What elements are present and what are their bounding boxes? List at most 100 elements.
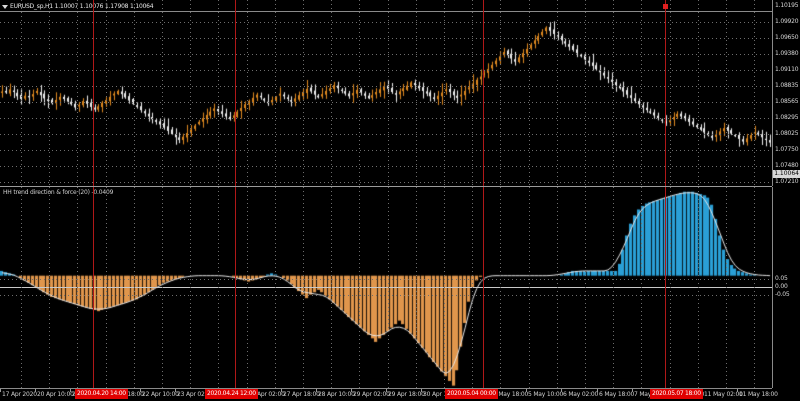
price-axis-label: 1.08835 [775,82,799,89]
indicator-gridline-v [529,187,530,388]
indicator-zero-line [0,287,772,288]
price-chart-pane[interactable]: EURUSD_sp,H1 1.10007 1.10076 1.17908 1.1… [0,0,772,186]
price-gridline-v [190,0,191,186]
price-gridline-v [416,0,417,186]
time-cursor-flag[interactable]: 2020.05.07 18:00 [650,389,703,399]
indicator-pane[interactable]: HH trend direction & force (20) -0.0409 [0,187,772,388]
indicator-gridline-h [0,295,772,296]
price-gridline-h [0,70,772,71]
time-axis-label: 29 Apr 02:00 [353,391,390,398]
indicator-gridline-v [585,187,586,388]
price-axis-label: 1.09380 [775,50,799,57]
indicator-gridline-v [359,187,360,388]
price-gridline-v [641,0,642,186]
vertical-trade-line[interactable] [235,187,236,388]
indicator-gridline-v [162,187,163,388]
price-axis-label: 1.09650 [775,34,799,41]
time-axis-label: 29 Apr 18:00 [388,391,425,398]
time-axis-label: 11 May 18:00 [739,391,778,398]
price-gridline-v [754,0,755,186]
vertical-trade-line[interactable] [93,187,94,388]
price-axis-label: 1.07480 [775,162,799,169]
price-axis-label: 1.07210 [775,178,799,185]
price-gridline-v [49,0,50,186]
price-candlestick-canvas[interactable] [0,0,772,186]
time-axis-label: 4 May 18:00 [493,391,529,398]
time-tick-mark [35,389,36,392]
vertical-trade-line[interactable] [665,0,666,186]
indicator-gridline-v [247,187,248,388]
price-gridline-v [77,0,78,186]
time-tick-mark [561,389,562,392]
price-gridline-h [0,38,772,39]
indicator-gridline-v [670,187,671,388]
indicator-gridline-v [388,187,389,388]
price-gridline-v [529,0,530,186]
vertical-trade-line[interactable] [93,0,94,186]
indicator-gridline-v [416,187,417,388]
indicator-gridline-v [557,187,558,388]
indicator-gridline-h [0,279,772,280]
time-axis-label: 11 May 02:00 [704,391,743,398]
price-gridline-v [557,0,558,186]
price-gridline-v [698,0,699,186]
indicator-gridline-v [641,187,642,388]
indicator-gridline-v [275,187,276,388]
price-axis-label: 1.08565 [775,98,799,105]
price-gridline-h [0,150,772,151]
indicator-gridline-v [331,187,332,388]
price-gridline-v [388,0,389,186]
vertical-line-handle[interactable] [663,4,668,9]
price-gridline-v [585,0,586,186]
price-gridline-v [247,0,248,186]
time-tick-mark [351,389,352,392]
vertical-trade-line[interactable] [483,0,484,186]
time-axis-label: 6 May 18:00 [599,391,635,398]
time-tick-mark [421,389,422,392]
price-gridline-v [162,0,163,186]
time-cursor-flag[interactable]: 2020.05.04 00:00 [445,389,498,399]
collapse-caret-icon[interactable] [2,5,8,9]
indicator-gridline-v [698,187,699,388]
vertical-trade-line[interactable] [483,187,484,388]
vertical-trade-line[interactable] [235,0,236,186]
time-tick-mark [175,389,176,392]
price-gridline-h [0,22,772,23]
indicator-gridline-v [754,187,755,388]
indicator-gridline-v [500,187,501,388]
price-gridline-v [303,0,304,186]
indicator-gridline-v [613,187,614,388]
price-gridline-v [21,0,22,186]
time-tick-mark [632,389,633,392]
price-axis-label: 1.08295 [775,114,799,121]
price-gridline-h [0,102,772,103]
time-cursor-flag[interactable]: 2020.04.24 12:00 [205,389,258,399]
price-axis-rule [772,0,773,186]
indicator-gridline-v [726,187,727,388]
indicator-gridline-v [21,187,22,388]
price-axis-label: 1.07750 [775,146,799,153]
price-gridline-h [0,166,772,167]
indicator-gridline-v [218,187,219,388]
pane-separator [0,186,772,187]
price-gridline-v [275,0,276,186]
price-axis[interactable]: 1.10195 1.09920 1.09650 1.09380 1.09110 1.088… [772,0,800,186]
time-tick-mark [140,389,141,392]
price-gridline-h [0,182,772,183]
price-axis-label: 1.10195 [775,2,799,9]
price-pane-top-rule [0,11,772,12]
time-tick-mark [281,389,282,392]
price-gridline-v [106,0,107,186]
time-cursor-flag[interactable]: 2020.04.20 14:00 [75,389,128,399]
time-axis-label: 27 Apr 18:00 [283,391,320,398]
price-gridline-v [359,0,360,186]
price-gridline-v [613,0,614,186]
time-axis-label: 22 Apr 10:00 [142,391,179,398]
indicator-gridline-v [134,187,135,388]
time-axis-label: 30 Apr 10:00 [423,391,460,398]
indicator-axis[interactable]: 0.05 0.00 -0.05 [772,187,800,388]
time-tick-mark [70,389,71,392]
vertical-trade-line[interactable] [665,187,666,388]
